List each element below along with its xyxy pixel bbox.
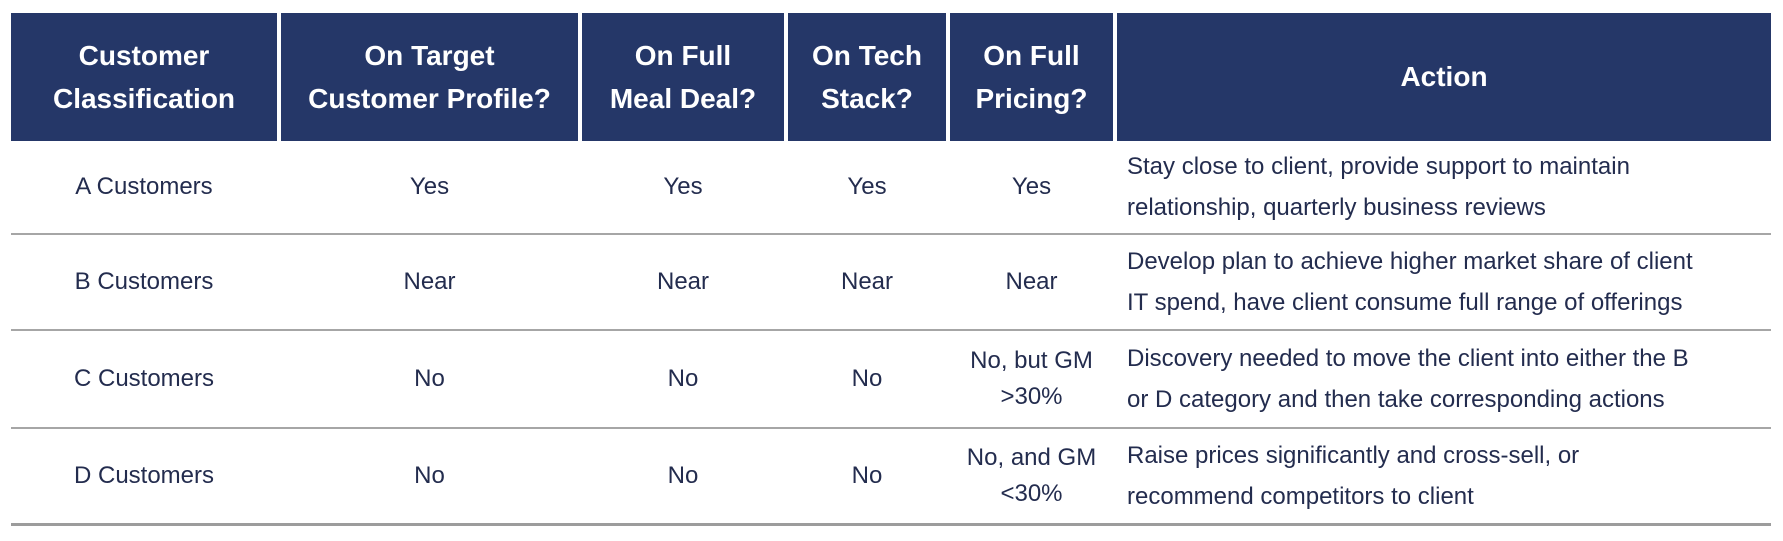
table-row-b-customers: B Customers Near Near Near Near Develop … bbox=[11, 235, 1771, 331]
cell-classification: B Customers bbox=[74, 268, 214, 295]
cell-pricing: Yes bbox=[1011, 173, 1052, 200]
cell-action: Stay close to client, provide support to… bbox=[1127, 152, 1630, 221]
cell-target-profile: No bbox=[414, 462, 445, 489]
table-row-d-customers: D Customers No No No No, and GM <30% Rai… bbox=[11, 429, 1771, 526]
cell-pricing: Near bbox=[1005, 268, 1058, 295]
cell-meal-deal: Yes bbox=[663, 173, 703, 200]
cell-tech-stack: No bbox=[851, 462, 883, 489]
cell-meal-deal: No bbox=[667, 365, 699, 392]
table-header-row: Customer Classification On Target Custom… bbox=[11, 13, 1771, 141]
column-header-on-full-meal-deal: On Full Meal Deal? bbox=[582, 13, 784, 141]
column-header-on-tech-stack: On Tech Stack? bbox=[788, 13, 946, 141]
cell-tech-stack: Near bbox=[840, 268, 894, 295]
customer-classification-table: Customer Classification On Target Custom… bbox=[11, 13, 1771, 526]
cell-action: Develop plan to achieve higher market sh… bbox=[1127, 247, 1693, 316]
cell-pricing: No, and GM <30% bbox=[966, 444, 1097, 507]
cell-action: Discovery needed to move the client into… bbox=[1127, 344, 1689, 413]
cell-target-profile: No bbox=[414, 365, 445, 392]
cell-tech-stack: No bbox=[851, 365, 883, 392]
cell-pricing: No, but GM >30% bbox=[970, 347, 1093, 410]
cell-meal-deal: No bbox=[667, 462, 699, 489]
column-header-action: Action bbox=[1117, 13, 1771, 141]
table-row-c-customers: C Customers No No No No, but GM >30% Dis… bbox=[11, 331, 1771, 429]
cell-classification: C Customers bbox=[73, 365, 215, 392]
cell-target-profile: Yes bbox=[409, 173, 450, 200]
column-header-customer-classification: Customer Classification bbox=[11, 13, 277, 141]
column-header-on-target-customer-profile: On Target Customer Profile? bbox=[281, 13, 578, 141]
cell-tech-stack: Yes bbox=[847, 173, 887, 200]
column-header-on-full-pricing: On Full Pricing? bbox=[950, 13, 1113, 141]
cell-classification: A Customers bbox=[75, 173, 213, 200]
cell-target-profile: Near bbox=[403, 268, 456, 295]
cell-action: Raise prices significantly and cross-sel… bbox=[1127, 441, 1580, 510]
cell-classification: D Customers bbox=[73, 462, 215, 489]
cell-meal-deal: Near bbox=[656, 268, 710, 295]
table-row-a-customers: A Customers Yes Yes Yes Yes Stay close t… bbox=[11, 141, 1771, 235]
